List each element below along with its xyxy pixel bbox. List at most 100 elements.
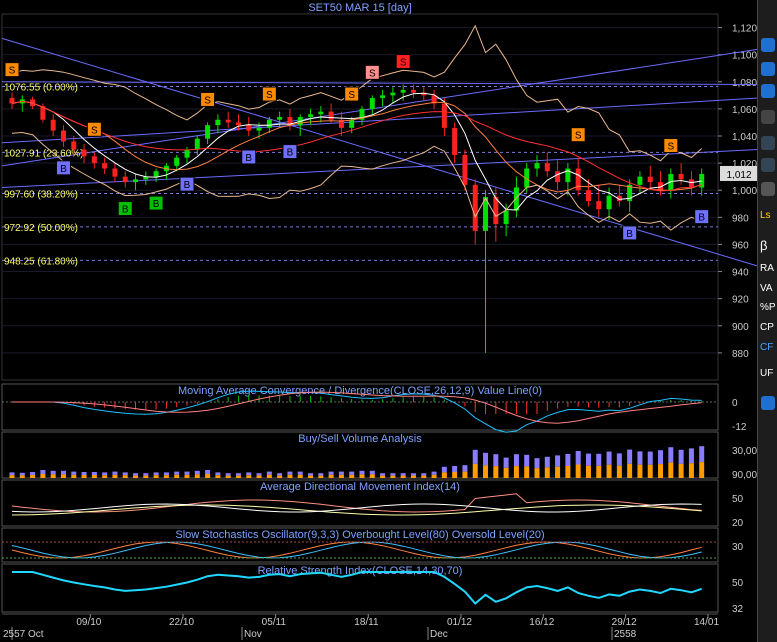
volume-bar-buy — [112, 471, 118, 475]
volume-bar-sell — [184, 474, 190, 478]
adx-line — [11, 503, 702, 513]
candle-body — [143, 176, 149, 180]
sell-signal — [200, 91, 216, 107]
candle-body — [9, 98, 15, 104]
price-tick-label: 1,060 — [732, 105, 757, 116]
candle-body — [328, 111, 334, 120]
buy-signal — [117, 201, 133, 217]
sidebar-ra[interactable]: RA — [760, 263, 774, 274]
volume-bar-sell — [81, 475, 87, 478]
price-tick-label: 960 — [732, 240, 749, 251]
candle-body — [513, 187, 519, 211]
volume-bar-buy — [616, 453, 622, 466]
volume-bar-sell — [153, 475, 159, 478]
indicator-panels: Moving Average Convergence / Divergence(… — [1, 383, 763, 615]
volume-bar-buy — [266, 471, 272, 475]
volume-bar-sell — [441, 472, 447, 478]
candle-body — [153, 171, 159, 177]
volume-bar-sell — [606, 464, 612, 478]
volume-bar-sell — [308, 475, 314, 478]
volume-bar-sell — [658, 464, 664, 478]
volume-bar-sell — [318, 475, 324, 478]
price-panel: 1,120 1,100 1,080 1,060 1,040 1,020 1,000 980 96… — [1, 13, 759, 381]
fib-level-label: 972.92 (50.00%) — [4, 223, 78, 234]
candle-body — [493, 197, 499, 225]
buy-signal-label: B — [245, 153, 252, 164]
sell-signal — [4, 62, 20, 78]
sidebar-pp[interactable]: %P — [760, 302, 776, 313]
volume-bar-buy — [410, 473, 416, 476]
indicator-title: Slow Stochastics Oscillator(9,3,3) Overb… — [175, 529, 544, 541]
search-icon[interactable] — [761, 136, 775, 150]
sell-signal — [663, 138, 679, 154]
candle-body — [349, 119, 355, 128]
sidebar-va[interactable]: VA — [760, 283, 773, 294]
volume-bar-sell — [30, 475, 36, 478]
buy-signal-label: B — [287, 148, 294, 159]
buy-signal-label: B — [626, 229, 633, 240]
volume-bar-buy — [308, 473, 314, 476]
magnify-icon[interactable] — [761, 158, 775, 172]
candle-body — [369, 98, 375, 109]
volume-bar-sell — [431, 474, 437, 478]
sidebar-beta[interactable]: β — [760, 238, 768, 253]
candle-body — [575, 168, 581, 191]
volume-bar-sell — [235, 475, 241, 478]
zoom-in-icon[interactable] — [761, 38, 775, 52]
volume-bar-sell — [596, 465, 602, 478]
candle-body — [627, 184, 633, 202]
volume-bar-sell — [19, 475, 25, 478]
candle-body — [596, 201, 602, 210]
volume-bar-sell — [71, 474, 77, 478]
sidebar-cf[interactable]: CF — [760, 342, 774, 353]
grid-icon[interactable] — [761, 182, 775, 196]
sidebar-uf[interactable]: UF — [760, 368, 774, 379]
volume-bar-sell — [647, 464, 653, 478]
volume-bar-sell — [9, 475, 15, 478]
price-tick-label: 920 — [732, 295, 749, 306]
sidebar-ls[interactable]: Ls — [760, 210, 771, 221]
bollinger-lower — [11, 131, 702, 231]
volume-bar-buy — [174, 471, 180, 475]
volume-bar-buy — [194, 470, 200, 475]
scroll-up-icon[interactable] — [761, 396, 775, 410]
volume-bar-sell — [205, 474, 211, 478]
volume-bar-buy — [513, 454, 519, 467]
sidebar-cp[interactable]: CP — [760, 322, 774, 333]
candle-body — [503, 210, 509, 225]
volume-bar-buy — [688, 448, 694, 464]
volume-bar-sell — [163, 475, 169, 478]
sell-signal — [364, 64, 380, 80]
buy-signal — [282, 144, 298, 160]
candle-body — [287, 117, 293, 126]
volume-bar-sell — [174, 474, 180, 478]
candle-body — [60, 130, 66, 142]
volume-bar-buy — [462, 465, 468, 472]
volume-bar-buy — [699, 446, 705, 463]
volume-bar-sell — [359, 474, 365, 478]
indicator-tick-label: 50 — [732, 494, 744, 505]
zoom-in-plus-icon[interactable] — [761, 62, 775, 76]
sell-signal — [395, 53, 411, 69]
candle-body — [565, 168, 571, 183]
trend-line — [1, 149, 759, 189]
zoom-out-icon[interactable] — [761, 84, 775, 98]
volume-bar-buy — [452, 466, 458, 472]
candle-body — [50, 119, 56, 131]
trend-line — [1, 81, 759, 85]
volume-bar-sell — [699, 462, 705, 478]
sell-signal-label: S — [369, 68, 376, 79]
macd-line — [12, 390, 702, 433]
fib-level-label: 1076.55 (0.00%) — [4, 82, 78, 93]
volume-bar-sell — [493, 466, 499, 478]
volume-bar-sell — [462, 471, 468, 478]
volume-bar-buy — [246, 472, 252, 476]
candle-body — [246, 125, 252, 131]
volume-bar-sell — [143, 475, 149, 478]
volume-bar-sell — [91, 475, 97, 478]
volume-bar-sell — [246, 475, 252, 478]
candle-body — [431, 95, 437, 104]
x-tick-label: 29/12 — [612, 617, 637, 628]
buy-signal-label: B — [122, 205, 129, 216]
cursor-icon[interactable] — [761, 110, 775, 124]
